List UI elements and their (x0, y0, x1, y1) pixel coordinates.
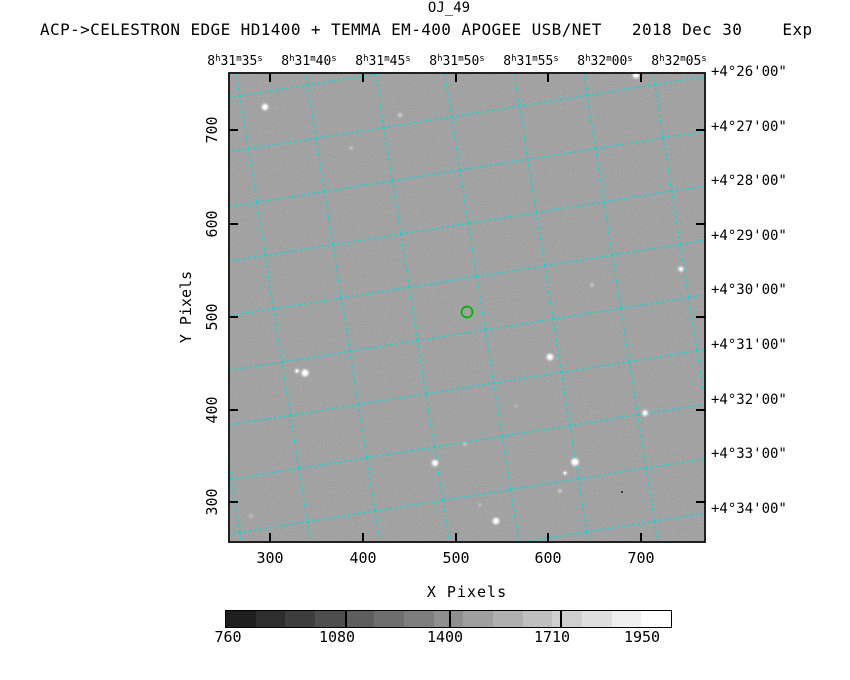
ra-tick-label: 8h31m35s (207, 54, 263, 69)
colorbar-step (493, 611, 523, 627)
axis-ticks (229, 73, 705, 542)
colorbar-divider (345, 611, 347, 627)
plot-frame (228, 72, 706, 543)
y-tick-label: 400 (203, 396, 221, 424)
dec-tick-label: +4°30'00" (711, 282, 787, 298)
dec-tick-label: +4°32'00" (711, 392, 787, 408)
celestial-grid (228, 72, 706, 543)
colorbar (225, 610, 672, 628)
ra-tick-label: 8h31m45s (355, 54, 411, 69)
star-field-image (228, 71, 706, 543)
y-tick-label: 700 (203, 116, 221, 144)
colorbar-tick-label: 760 (214, 628, 242, 646)
y-tick-label: 600 (203, 210, 221, 238)
dec-tick-label: +4°29'00" (711, 228, 787, 244)
x-axis-title: X Pixels (426, 583, 508, 601)
ra-tick-label: 8h31m50s (429, 54, 485, 69)
colorbar-step (582, 611, 612, 627)
ra-tick-label: 8h31m40s (281, 54, 337, 69)
dec-tick-label: +4°34'00" (711, 501, 787, 517)
colorbar-step (433, 611, 464, 627)
colorbar-divider (560, 611, 562, 627)
colorbar-tick-label: 1400 (426, 628, 464, 646)
colorbar-step (404, 611, 434, 627)
dec-tick-label: +4°26'00" (711, 64, 787, 80)
dec-tick-label: +4°27'00" (711, 119, 787, 135)
colorbar-tick-label: 1080 (318, 628, 356, 646)
x-tick-label: 500 (442, 549, 470, 567)
colorbar-divider (449, 611, 451, 627)
dec-tick-label: +4°28'00" (711, 173, 787, 189)
x-tick-label: 600 (534, 549, 562, 567)
colorbar-step (522, 611, 553, 627)
colorbar-step (611, 611, 642, 627)
x-tick-label: 400 (349, 549, 377, 567)
ra-tick-label: 8h32m00s (577, 54, 633, 69)
colorbar-step (255, 611, 286, 627)
x-tick-label: 700 (627, 549, 655, 567)
plot-title: OJ_49 (427, 0, 471, 16)
colorbar-tick-label: 1710 (533, 628, 571, 646)
dec-tick-label: +4°33'00" (711, 446, 787, 462)
ra-tick-label: 8h32m05s (651, 54, 707, 69)
colorbar-step (374, 611, 405, 627)
colorbar-step (641, 611, 672, 627)
dec-tick-label: +4°31'00" (711, 337, 787, 353)
x-tick-label: 300 (256, 549, 284, 567)
plot-subtitle: ACP->CELESTRON EDGE HD1400 + TEMMA EM-40… (40, 20, 813, 39)
colorbar-step (315, 611, 345, 627)
colorbar-tick-label: 1950 (623, 628, 661, 646)
colorbar-step (344, 611, 375, 627)
colorbar-step (552, 611, 583, 627)
y-tick-label: 300 (203, 488, 221, 516)
y-axis-title: Y Pixels (177, 270, 195, 344)
star-field-svg (228, 71, 706, 543)
target-marker-circle (460, 305, 474, 319)
stars-layer (248, 71, 684, 525)
ra-tick-label: 8h31m55s (503, 54, 559, 69)
colorbar-step (463, 611, 494, 627)
colorbar-step (226, 611, 256, 627)
colorbar-step (285, 611, 316, 627)
dark-pixel (621, 491, 623, 493)
y-tick-label: 500 (203, 303, 221, 331)
colorbar-steps (226, 611, 672, 627)
